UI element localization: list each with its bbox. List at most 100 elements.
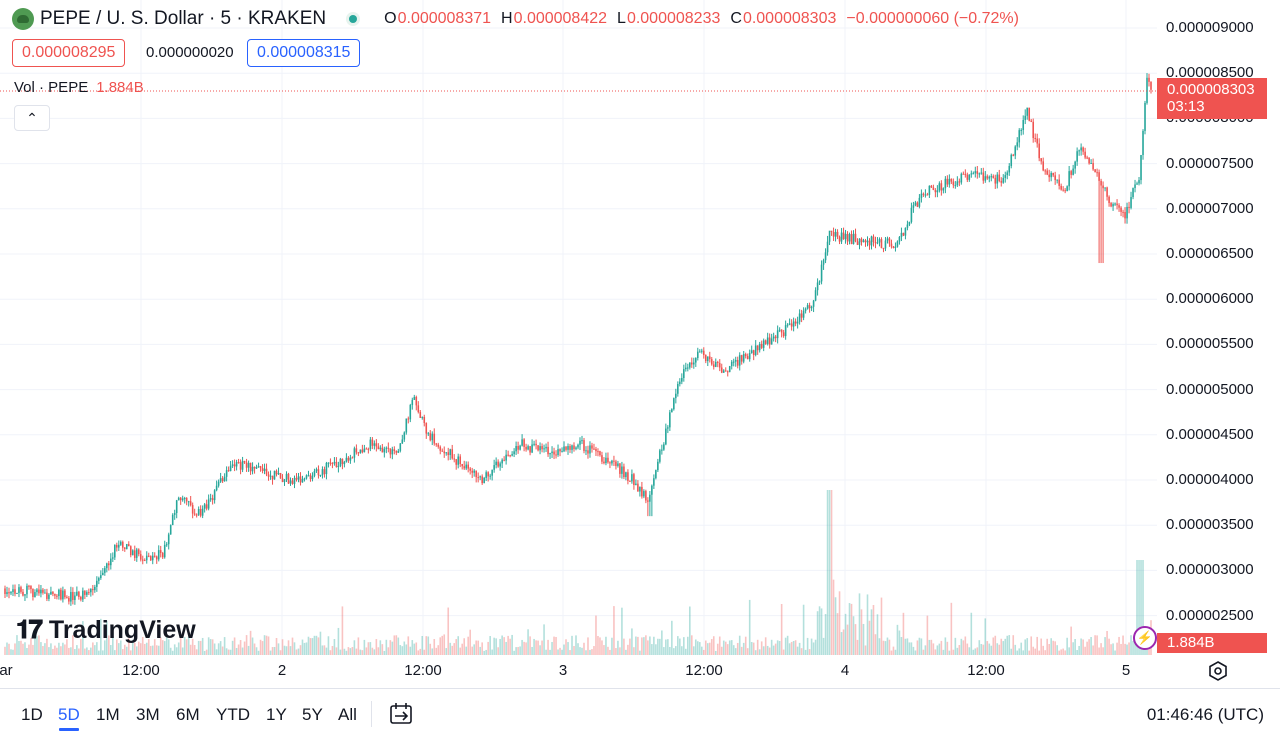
volume-bar xyxy=(277,643,280,655)
volume-bar xyxy=(1110,644,1112,655)
time-tick-label: 12:00 xyxy=(967,662,1005,679)
ohlc-low-key: L xyxy=(617,10,626,27)
candle-body xyxy=(333,461,336,464)
volume-bar xyxy=(752,642,755,655)
volume-bar xyxy=(341,606,344,655)
volume-bar xyxy=(938,643,941,655)
candle-body xyxy=(155,556,158,560)
candle-body xyxy=(894,246,897,248)
volume-bar xyxy=(529,636,531,655)
volume-bar xyxy=(928,639,931,655)
volume-bar xyxy=(1002,641,1005,655)
candle-body xyxy=(958,181,961,183)
candle-body xyxy=(1136,183,1138,185)
candle-body xyxy=(261,468,264,471)
candle-body xyxy=(812,300,815,307)
candle-body xyxy=(74,595,76,600)
candle-body xyxy=(1078,150,1080,152)
volume-bar xyxy=(82,621,84,655)
utc-clock[interactable]: 01:46:46 (UTC) xyxy=(1146,705,1264,724)
market-open-dot-icon[interactable] xyxy=(346,12,361,26)
candle-body xyxy=(203,504,206,509)
range-1m-button[interactable]: 1M xyxy=(96,705,120,724)
volume-bar xyxy=(285,646,288,655)
candle-body xyxy=(784,325,787,337)
frog-logo-icon xyxy=(12,8,34,30)
date-range-icon[interactable] xyxy=(388,701,414,727)
candle-body xyxy=(698,351,701,353)
candle-body xyxy=(102,572,104,576)
candle-body xyxy=(221,478,224,482)
range-1d-button[interactable]: 1D xyxy=(21,705,43,724)
candle-body xyxy=(335,461,338,468)
candle-body xyxy=(724,370,727,372)
volume-bar xyxy=(94,645,96,655)
volume-bar xyxy=(149,645,152,655)
candle-body xyxy=(651,485,653,495)
candle-body xyxy=(1066,186,1068,191)
price-chart[interactable] xyxy=(0,0,1280,688)
range-1y-button[interactable]: 1Y xyxy=(266,705,287,724)
volume-bar xyxy=(736,642,739,655)
candle-body xyxy=(489,475,491,477)
candle-body xyxy=(459,456,462,465)
candle-body xyxy=(243,460,246,463)
range-ytd-button[interactable]: YTD xyxy=(216,705,250,724)
volume-bar xyxy=(92,642,94,655)
volume-bar xyxy=(205,649,208,655)
candle-body xyxy=(463,466,465,469)
sell-button[interactable]: 0.000008295 xyxy=(12,39,126,67)
volume-bar xyxy=(1000,638,1003,655)
range-3m-button[interactable]: 3M xyxy=(136,705,160,724)
volume-bar xyxy=(790,641,793,655)
volume-bar xyxy=(942,649,945,655)
volume-bar xyxy=(235,647,238,655)
candle-body xyxy=(48,594,50,599)
candle-body xyxy=(860,238,863,243)
volume-bar xyxy=(325,647,328,655)
volume-bar xyxy=(169,647,172,655)
volume-bar xyxy=(90,647,92,655)
candle-body xyxy=(269,475,272,477)
candle-body xyxy=(1090,163,1092,165)
candle-body xyxy=(736,360,739,366)
candle-body xyxy=(1102,185,1104,189)
volume-bar xyxy=(794,640,797,655)
candle-body xyxy=(439,446,442,451)
candle-body xyxy=(866,240,869,243)
range-all-button[interactable]: All xyxy=(338,705,357,724)
volume-bar xyxy=(441,635,444,655)
volume-bar xyxy=(66,639,68,655)
candle-body xyxy=(112,557,114,559)
candle-body xyxy=(64,590,66,598)
candle-body xyxy=(706,356,709,362)
range-5d-button[interactable]: 5D xyxy=(58,705,80,724)
collapse-legend-button[interactable]: ⌃ xyxy=(14,105,50,131)
volume-bar xyxy=(447,607,450,655)
volume-bar xyxy=(758,649,761,655)
candle-body xyxy=(513,451,515,455)
candle-body xyxy=(1132,188,1134,198)
volume-bar xyxy=(830,490,833,655)
volume-bar xyxy=(121,649,124,655)
volume-bar xyxy=(391,641,394,655)
volume-bar xyxy=(185,639,188,655)
range-6m-button[interactable]: 6M xyxy=(176,705,200,724)
candle-body xyxy=(395,450,398,453)
candle-body xyxy=(118,544,120,548)
buy-button[interactable]: 0.000008315 xyxy=(247,39,361,67)
candle-body xyxy=(505,454,507,461)
symbol-title[interactable]: PEPE / U. S. Dollar · 5 · KRAKEN xyxy=(40,8,327,29)
volume-bar xyxy=(880,597,883,655)
candle-body xyxy=(579,440,581,445)
candle-body xyxy=(283,479,286,483)
candle-body xyxy=(219,478,222,482)
volume-bar xyxy=(401,646,404,655)
lightning-bolt-icon[interactable]: ⚡ xyxy=(1133,626,1157,650)
tradingview-watermark[interactable]: 𝟏𝟕 TradingView xyxy=(16,614,196,646)
volume-bar xyxy=(191,638,194,655)
range-5y-button[interactable]: 5Y xyxy=(302,705,323,724)
volume-bar xyxy=(159,637,162,655)
gear-icon[interactable] xyxy=(1207,660,1229,682)
volume-bar xyxy=(988,643,991,655)
